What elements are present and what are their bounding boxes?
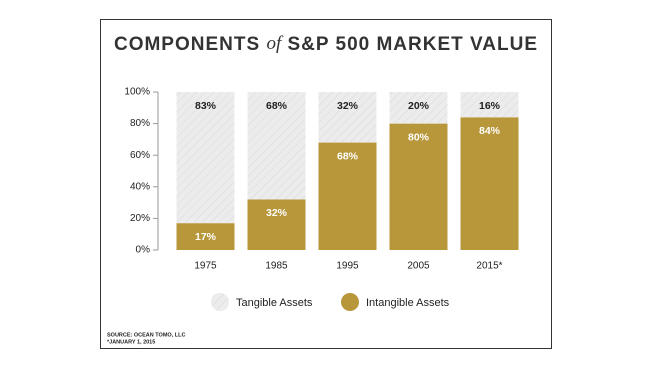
hatch <box>460 92 519 118</box>
x-tick-label: 2015* <box>476 261 502 272</box>
legend-label: Intangible Assets <box>366 297 450 309</box>
x-tick-label: 2005 <box>407 261 430 272</box>
hatch <box>176 92 235 224</box>
chart-title: COMPONENTS of S&P 500 MARKET VALUE <box>114 33 538 55</box>
hatch <box>389 92 448 124</box>
y-tick-label: 100% <box>124 87 150 98</box>
hatch <box>318 92 377 143</box>
value-label: 80% <box>408 131 430 143</box>
title-part: of <box>266 33 284 54</box>
y-tick-label: 40% <box>130 181 150 192</box>
footnote: *JANUARY 1, 2015 <box>107 339 155 345</box>
legend-swatch <box>341 293 359 311</box>
y-tick-label: 80% <box>130 118 150 129</box>
value-label: 68% <box>266 100 288 112</box>
value-label: 17% <box>195 231 217 243</box>
bar-segment <box>176 223 235 250</box>
bar-segment <box>389 123 448 250</box>
x-tick-label: 1975 <box>194 261 217 272</box>
bar-segment <box>247 199 306 250</box>
value-label: 83% <box>195 100 217 112</box>
y-tick-label: 0% <box>136 245 151 256</box>
title-part: S&P 500 MARKET VALUE <box>288 34 539 55</box>
bar-segment <box>460 117 519 250</box>
value-label: 32% <box>337 100 359 112</box>
value-label: 16% <box>479 100 501 112</box>
x-tick-label: 1995 <box>336 261 359 272</box>
title-part: COMPONENTS <box>114 34 260 55</box>
value-label: 84% <box>479 125 501 137</box>
bar-segment <box>318 142 377 250</box>
value-label: 68% <box>337 150 359 162</box>
hatch <box>247 92 306 200</box>
y-tick-label: 60% <box>130 150 150 161</box>
source: SOURCE: OCEAN TOMO, LLC <box>107 332 185 338</box>
legend-hatch <box>211 293 229 311</box>
y-tick-label: 20% <box>130 213 150 224</box>
x-tick-label: 1985 <box>265 261 288 272</box>
legend-label: Tangible Assets <box>236 297 313 309</box>
value-label: 32% <box>266 207 288 219</box>
value-label: 20% <box>408 100 430 112</box>
